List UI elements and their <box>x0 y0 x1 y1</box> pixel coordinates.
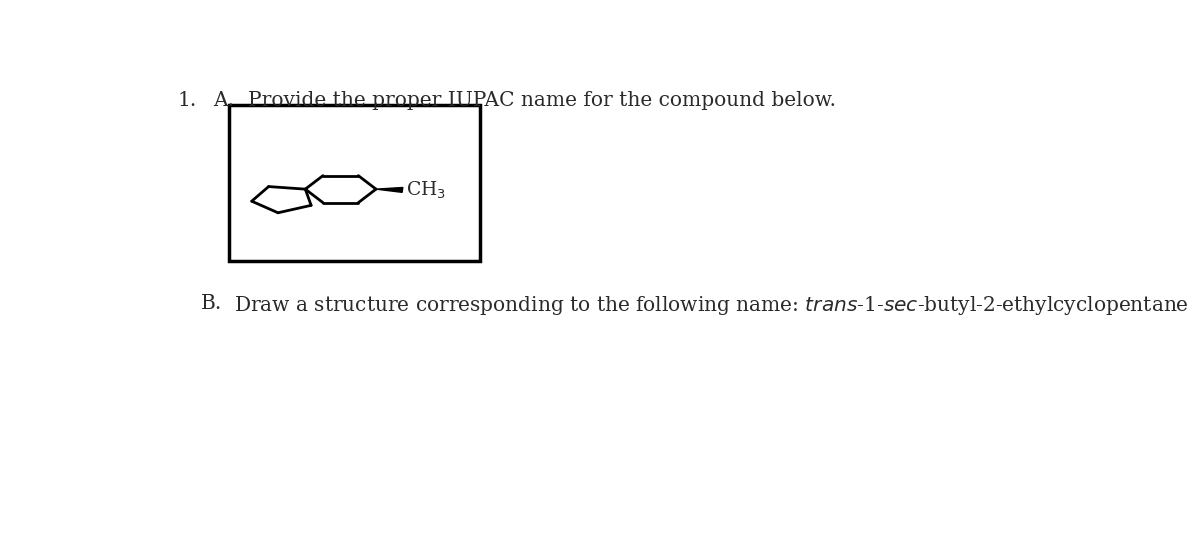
Text: A.: A. <box>214 91 234 110</box>
Text: Provide the proper IUPAC name for the compound below.: Provide the proper IUPAC name for the co… <box>247 91 835 110</box>
Text: B.: B. <box>202 294 222 313</box>
Polygon shape <box>376 188 403 192</box>
Text: 1.: 1. <box>178 91 197 110</box>
Text: Draw a structure corresponding to the following name: $\mathit{trans}$-1-$\mathi: Draw a structure corresponding to the fo… <box>234 294 1188 317</box>
Text: CH$_3$: CH$_3$ <box>407 179 446 200</box>
Bar <box>229 105 480 261</box>
